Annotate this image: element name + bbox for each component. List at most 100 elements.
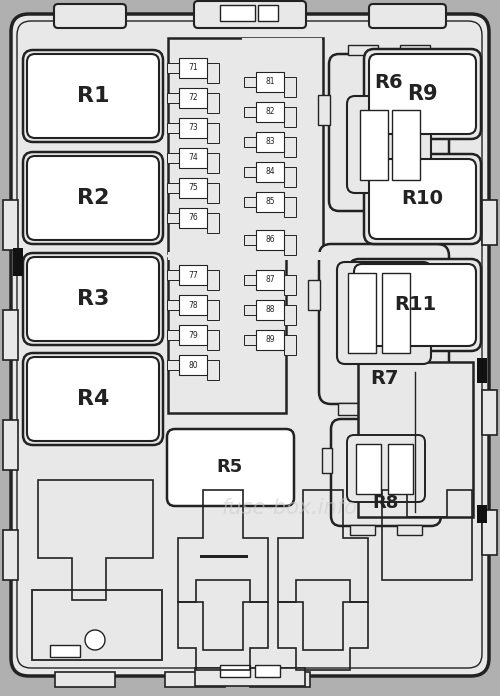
Text: R2: R2 [77,188,109,208]
Bar [179,178,207,198]
FancyBboxPatch shape [331,419,441,526]
Bar [167,183,179,193]
Text: fuse-box.info: fuse-box.info [222,498,358,518]
Text: 85: 85 [265,198,275,207]
Text: 83: 83 [265,138,275,146]
Bar [244,305,256,315]
Text: 82: 82 [265,107,275,116]
Bar [244,335,256,345]
Bar [55,672,115,687]
Bar [400,45,430,55]
Bar [360,110,388,180]
Bar [242,38,322,253]
Bar [284,137,296,157]
Bar [348,273,376,353]
Bar [32,590,162,660]
Text: R3: R3 [77,289,109,309]
Bar [482,390,497,435]
Bar [207,270,219,290]
Bar [179,355,207,375]
Bar [448,280,460,310]
Text: R7: R7 [370,368,398,388]
FancyBboxPatch shape [23,152,163,244]
FancyBboxPatch shape [364,154,481,244]
Bar [256,330,284,350]
Circle shape [85,630,105,650]
Bar [13,248,23,276]
Bar [382,273,410,353]
Text: 89: 89 [265,335,275,345]
Bar [448,95,460,125]
Bar [179,88,207,108]
Bar [308,280,320,310]
Bar [168,258,286,413]
Text: 81: 81 [265,77,275,86]
Text: 76: 76 [188,214,198,223]
Bar [165,672,225,687]
FancyBboxPatch shape [167,429,294,506]
Bar [256,230,284,250]
Bar [167,300,179,310]
Bar [284,167,296,187]
Bar [256,72,284,92]
Text: R1: R1 [77,86,109,106]
Bar [284,275,296,295]
Bar [256,102,284,122]
Bar [50,645,80,657]
Bar [220,5,255,21]
Bar [179,118,207,138]
Bar [220,665,250,677]
Bar [207,360,219,380]
Text: 84: 84 [265,168,275,177]
Bar [256,270,284,290]
FancyBboxPatch shape [347,96,431,193]
Bar [284,305,296,325]
Text: 80: 80 [188,361,198,370]
Bar [179,58,207,78]
Bar [284,77,296,97]
Bar [167,213,179,223]
Bar [207,213,219,233]
Bar [207,183,219,203]
Bar [258,5,278,21]
FancyBboxPatch shape [194,1,306,28]
Text: 77: 77 [188,271,198,280]
Bar [256,300,284,320]
Bar [244,107,256,117]
Bar [3,530,18,580]
Text: R8: R8 [373,494,399,512]
Bar [167,63,179,73]
Bar [179,325,207,345]
Text: R9: R9 [406,84,438,104]
Text: 78: 78 [188,301,198,310]
Text: 79: 79 [188,331,198,340]
FancyBboxPatch shape [364,49,481,139]
Bar [168,38,323,253]
Bar [350,525,375,535]
Text: 74: 74 [188,154,198,162]
Bar [167,123,179,133]
Bar [179,265,207,285]
Bar [179,208,207,228]
Bar [179,148,207,168]
Bar [284,107,296,127]
FancyBboxPatch shape [27,54,159,138]
Bar [318,95,330,125]
Text: 87: 87 [265,276,275,285]
FancyBboxPatch shape [347,435,425,502]
Bar [477,358,487,383]
Bar [244,197,256,207]
Bar [284,197,296,217]
Text: 86: 86 [265,235,275,244]
Bar [3,420,18,470]
FancyBboxPatch shape [369,54,476,134]
Bar [207,330,219,350]
Bar [482,510,497,555]
Bar [397,525,422,535]
Bar [207,63,219,83]
Bar [168,252,323,260]
Bar [256,162,284,182]
Text: R5: R5 [217,458,243,476]
Bar [167,330,179,340]
Bar [400,403,430,415]
